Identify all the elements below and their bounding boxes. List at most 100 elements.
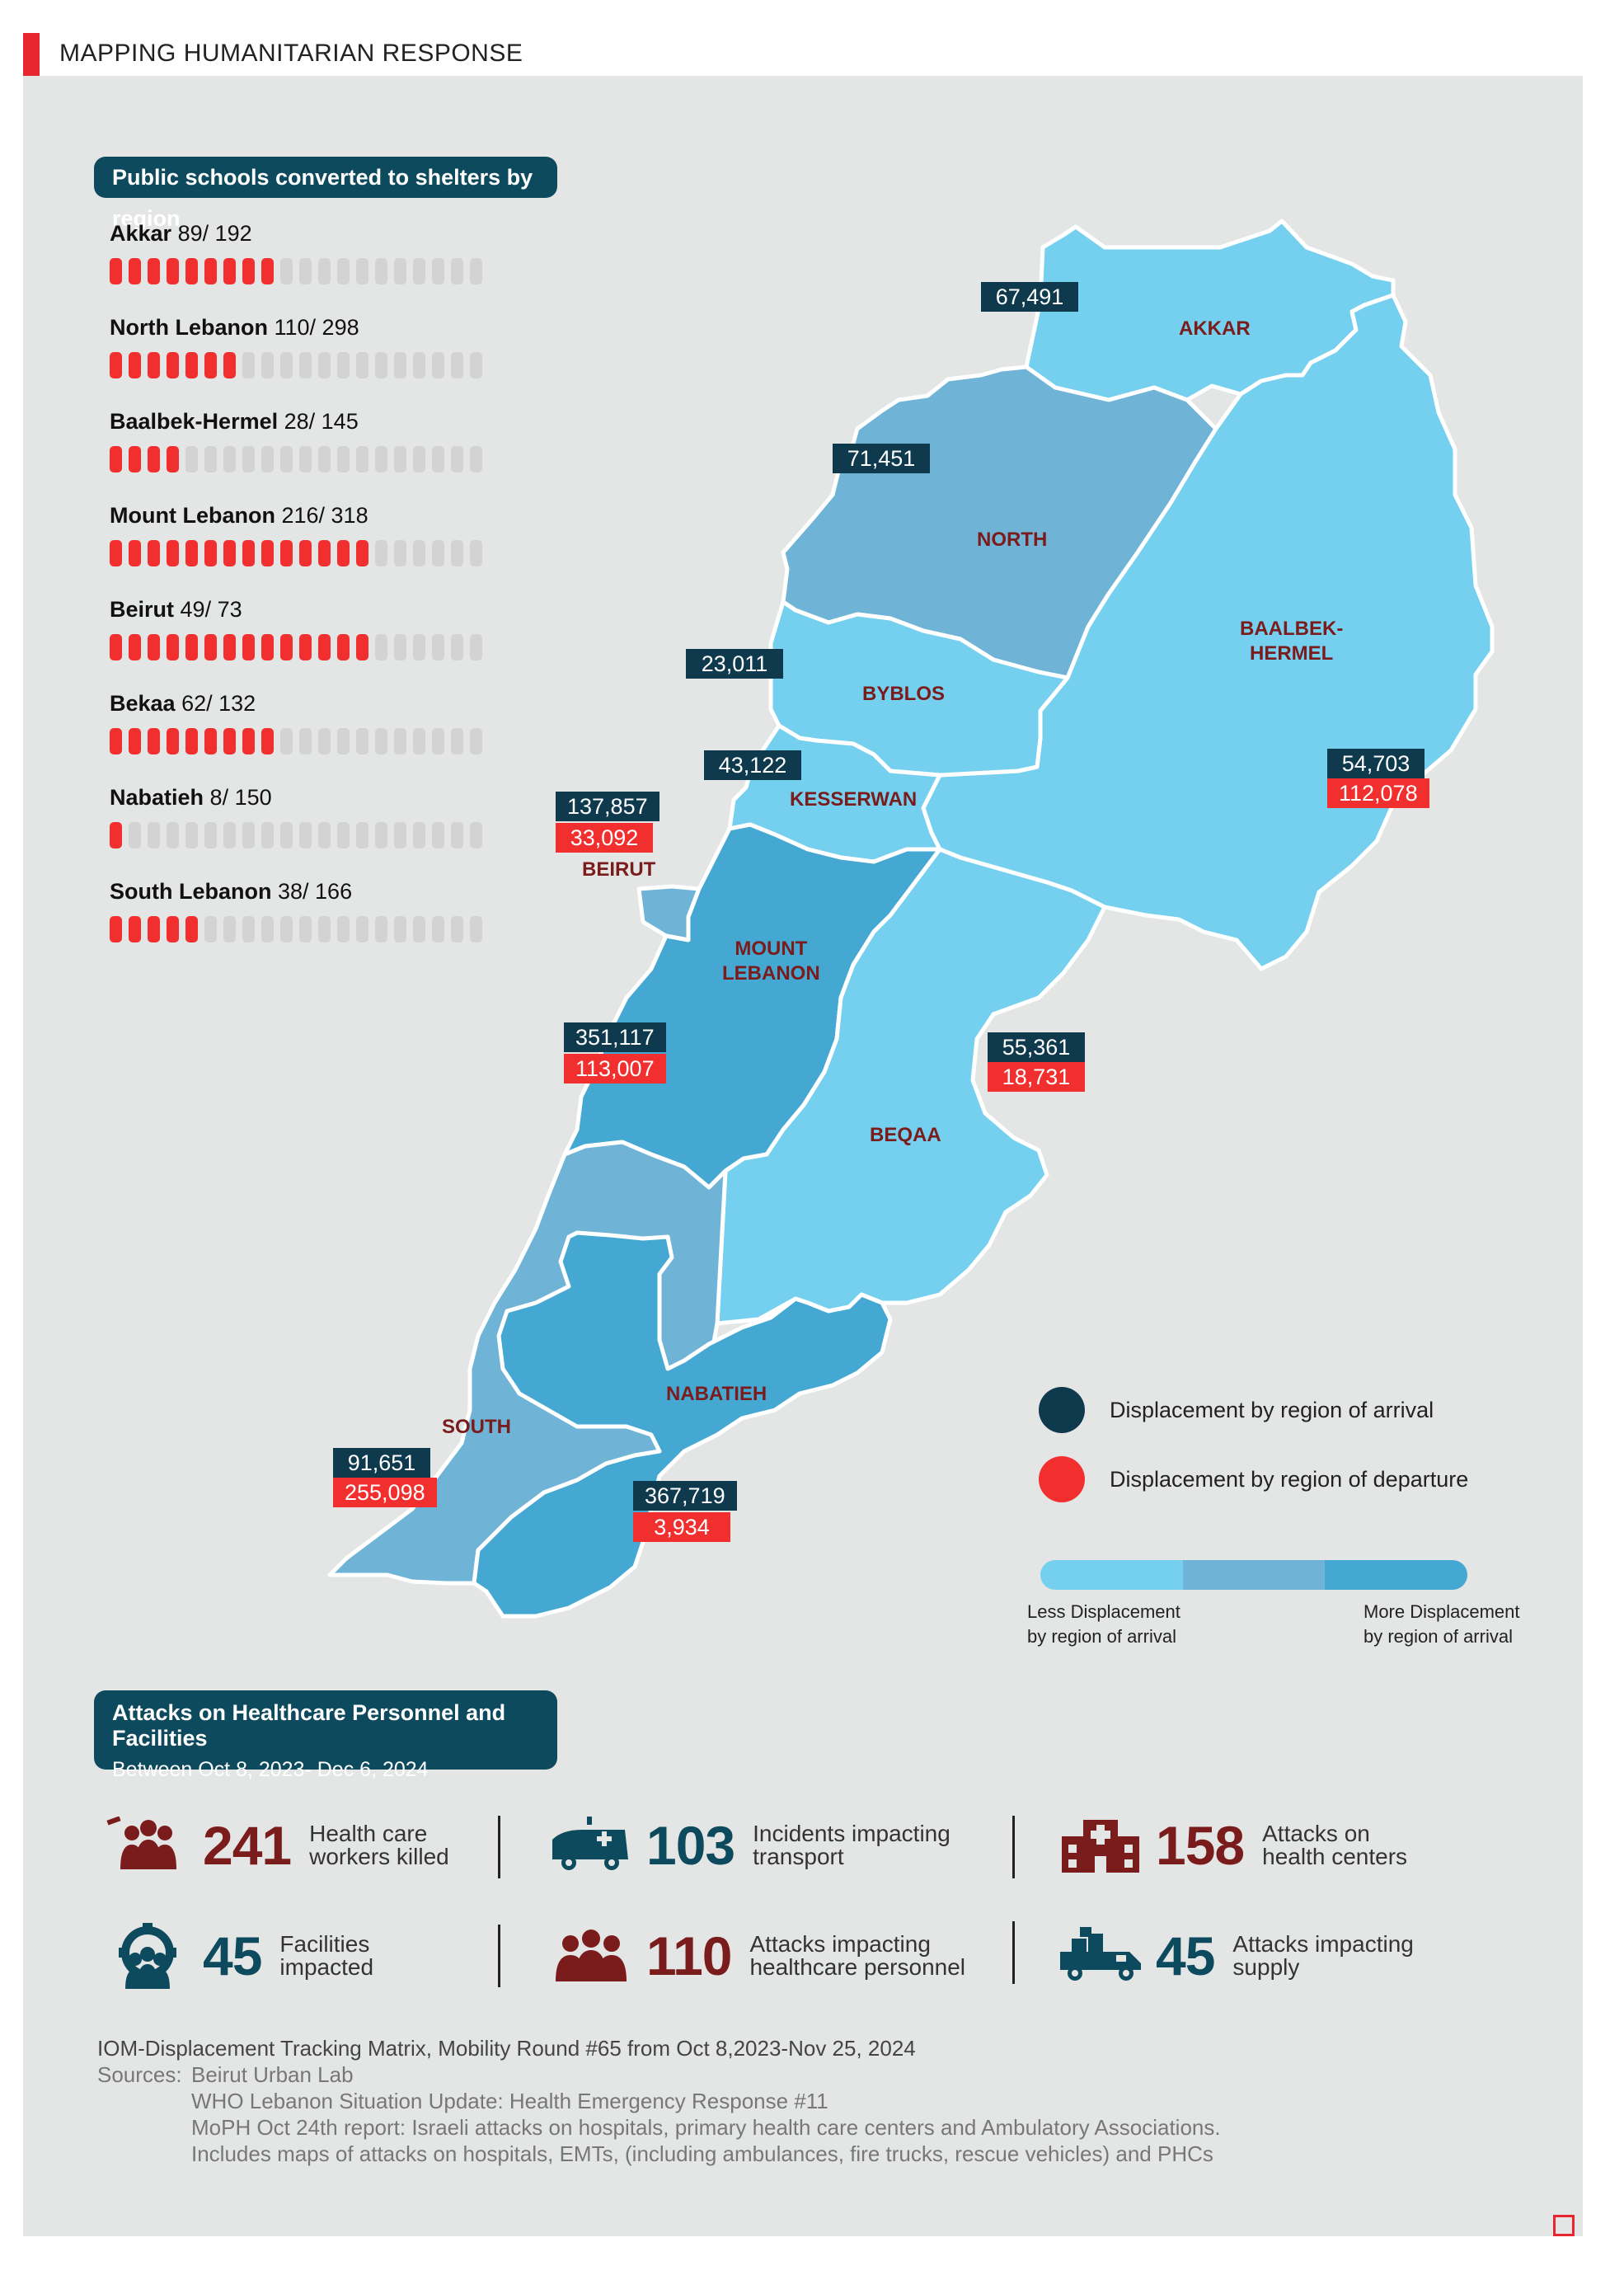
personnel-icon: [546, 1923, 636, 1989]
progress-segment: [299, 258, 312, 284]
progress-segment: [451, 822, 463, 848]
progress-segment: [413, 634, 425, 660]
progress-segment: [204, 540, 217, 566]
progress-segment: [280, 352, 293, 378]
progress-segment: [337, 446, 350, 472]
progress-segment: [299, 822, 312, 848]
stat-number: 45: [203, 1925, 262, 1986]
progress-segment: [185, 446, 198, 472]
region-label-kesserwan: KESSERWAN: [790, 788, 918, 811]
progress-segment: [375, 634, 387, 660]
school-region-row: Beirut 49/ 73: [110, 597, 489, 691]
progress-segment: [318, 258, 331, 284]
schools-list: Akkar 89/ 192 North Lebanon 110/ 298 Baalb…: [110, 221, 489, 973]
progress-segment: [280, 916, 293, 942]
progress-segment: [470, 446, 482, 472]
progress-segment: [167, 822, 179, 848]
progress-segment: [451, 352, 463, 378]
region-label-beirut: BEIRUT: [582, 858, 656, 881]
progress-segment: [318, 446, 331, 472]
progress-segment: [223, 446, 236, 472]
progress-segment: [375, 258, 387, 284]
progress-segment: [204, 258, 217, 284]
progress-segment: [356, 822, 368, 848]
scale-less-label: Less Displacement by region of arrival: [1027, 1601, 1180, 1647]
progress-segment: [394, 728, 406, 754]
attacks-title: Attacks on Healthcare Personnel and Faci…: [112, 1700, 506, 1751]
tag-arrival-south: 91,651: [333, 1448, 430, 1478]
tag-arrival-byblos: 23,011: [686, 649, 783, 679]
school-region-name: South Lebanon: [110, 879, 272, 904]
progress-segment: [204, 822, 217, 848]
school-region-row: Nabatieh 8/ 150: [110, 785, 489, 879]
attacks-section-title: Attacks on Healthcare Personnel and Faci…: [94, 1690, 557, 1781]
school-region-name: Mount Lebanon: [110, 503, 275, 528]
attacks-subtitle: Between Oct 8, 2023- Dec 6, 2024: [112, 1758, 429, 1781]
stat-number: 45: [1156, 1925, 1215, 1986]
source-item: WHO Lebanon Situation Update: Health Eme…: [191, 2089, 828, 2113]
hospital-icon: [1055, 1812, 1146, 1878]
progress-segment: [413, 916, 425, 942]
progress-segment: [375, 916, 387, 942]
progress-segment: [185, 822, 198, 848]
progress-segment: [204, 728, 217, 754]
progress-segment: [167, 916, 179, 942]
progress-segment: [394, 634, 406, 660]
school-region-value: 216/ 318: [281, 503, 368, 528]
region-label-nabatieh: NABATIEH: [666, 1383, 767, 1405]
school-region-name: Beirut: [110, 597, 175, 622]
sources-iom: IOM-Displacement Tracking Matrix, Mobili…: [97, 2036, 916, 2061]
progress-segment: [413, 728, 425, 754]
region-label-baalbek: BAALBEK- HERMEL: [1240, 618, 1344, 665]
progress-segment: [280, 540, 293, 566]
school-region-value: 38/ 166: [278, 879, 353, 904]
progress-segment: [432, 352, 444, 378]
school-region-row: Akkar 89/ 192: [110, 221, 489, 315]
legend-arrival: Displacement by region of arrival: [1039, 1387, 1434, 1433]
stat-label: Health care workers killed: [309, 1821, 449, 1869]
progress-segment: [318, 540, 331, 566]
school-progress-bar: [110, 634, 489, 660]
supply-truck-icon: [1055, 1923, 1146, 1989]
progress-segment: [223, 822, 236, 848]
progress-segment: [394, 352, 406, 378]
departure-dot-icon: [1039, 1456, 1085, 1502]
region-label-byblos: BYBLOS: [862, 683, 946, 705]
progress-segment: [451, 540, 463, 566]
divider: [498, 1925, 500, 1987]
progress-segment: [148, 634, 160, 660]
tag-departure-south: 255,098: [333, 1478, 437, 1507]
corner-logo-icon: [1553, 2215, 1575, 2236]
progress-segment: [110, 258, 122, 284]
progress-segment: [148, 916, 160, 942]
region-label-mount: MOUNT LEBANON: [722, 938, 820, 985]
progress-segment: [129, 258, 141, 284]
progress-segment: [413, 540, 425, 566]
progress-segment: [129, 634, 141, 660]
progress-segment: [204, 446, 217, 472]
sources-row: Sources: Beirut Urban Lab: [97, 2061, 1221, 2088]
progress-segment: [110, 540, 122, 566]
tag-departure-beqaa: 18,731: [988, 1062, 1085, 1092]
progress-segment: [204, 916, 217, 942]
progress-segment: [129, 822, 141, 848]
progress-segment: [337, 540, 350, 566]
progress-segment: [299, 634, 312, 660]
progress-segment: [261, 634, 274, 660]
progress-segment: [470, 540, 482, 566]
progress-segment: [148, 822, 160, 848]
progress-segment: [167, 352, 179, 378]
progress-segment: [356, 446, 368, 472]
school-region-value: 62/ 132: [181, 691, 256, 716]
progress-segment: [223, 916, 236, 942]
progress-segment: [148, 540, 160, 566]
divider: [498, 1816, 500, 1878]
school-region-value: 8/ 150: [209, 785, 272, 810]
progress-segment: [148, 258, 160, 284]
progress-segment: [413, 258, 425, 284]
source-item: Beirut Urban Lab: [191, 2062, 354, 2087]
school-region-value: 49/ 73: [180, 597, 242, 622]
stat-label: Attacks impacting healthcare personnel: [749, 1931, 965, 1980]
arrival-dot-icon: [1039, 1387, 1085, 1433]
legend-arrival-label: Displacement by region of arrival: [1110, 1397, 1434, 1422]
